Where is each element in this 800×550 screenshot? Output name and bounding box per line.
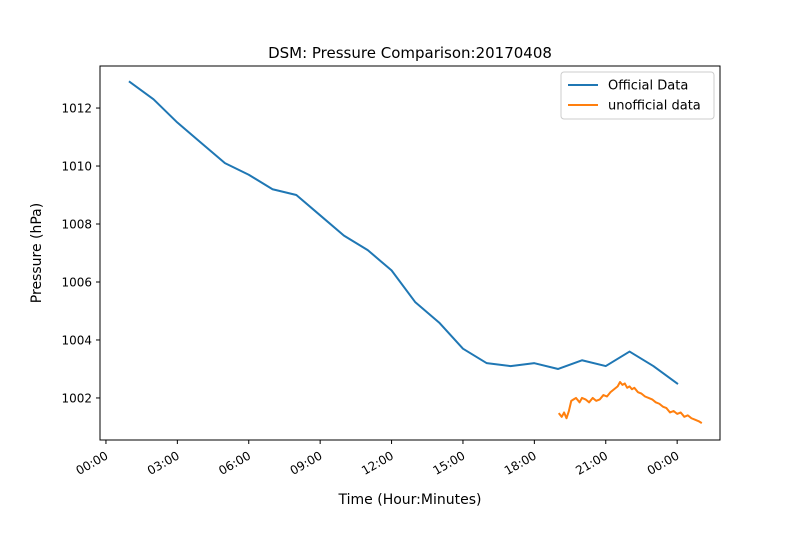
legend: Official Data unofficial data <box>560 71 715 120</box>
x-tick-label: 21:00 <box>573 448 610 477</box>
series-line-unofficial-data <box>557 381 703 424</box>
x-tick-label: 03:00 <box>145 448 182 477</box>
y-tick-label: 1010 <box>61 160 92 174</box>
y-tick-label: 1008 <box>61 218 92 232</box>
x-tick-label: 00:00 <box>645 448 682 477</box>
legend-label-unofficial: unofficial data <box>608 99 701 114</box>
axes-frame <box>99 65 721 441</box>
x-tick-label: 00:00 <box>73 448 110 477</box>
x-tick-label: 18:00 <box>502 448 539 477</box>
y-tick-label: 1006 <box>61 275 92 289</box>
legend-box <box>560 71 715 120</box>
x-axis-label: Time (Hour:Minutes) <box>338 492 482 508</box>
y-tick-label: 1002 <box>61 391 92 405</box>
chart-title: DSM: Pressure Comparison:20170408 <box>268 44 552 62</box>
x-tick-label: 12:00 <box>359 448 396 477</box>
x-axis: 00:00 03:00 06:00 09:00 12:00 15:00 18:00 21:00… <box>73 440 682 478</box>
y-axis-label: Pressure (hPa) <box>29 203 45 303</box>
plot-area <box>128 80 703 424</box>
y-axis: 1002 1004 1006 1008 1010 1012 <box>61 102 100 405</box>
legend-label-official: Official Data <box>608 79 688 94</box>
y-tick-label: 1012 <box>61 102 92 116</box>
x-tick-label: 09:00 <box>288 448 325 477</box>
x-tick-label: 06:00 <box>216 448 253 477</box>
series-line-official-data <box>128 80 679 385</box>
y-tick-label: 1004 <box>61 333 92 347</box>
x-tick-label: 15:00 <box>430 448 467 477</box>
